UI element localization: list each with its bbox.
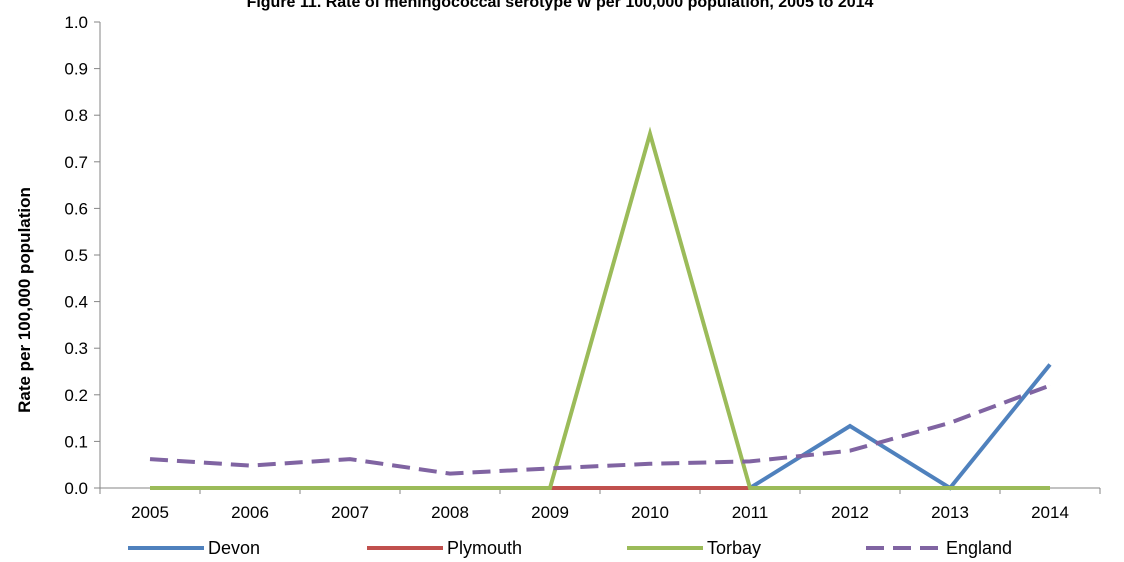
legend-label-england: England <box>946 538 1012 558</box>
axes <box>99 22 1100 489</box>
chart-title: Figure 11. Rate of meningococcal serotyp… <box>247 0 874 11</box>
x-tick-label: 2011 <box>732 503 769 522</box>
x-tick-label: 2013 <box>931 503 969 522</box>
x-tick-label: 2009 <box>531 503 569 522</box>
series-layer <box>149 126 1052 491</box>
legend-label-torbay: Torbay <box>707 538 761 558</box>
x-tick-label: 2005 <box>131 503 169 522</box>
y-axis-label: Rate per 100,000 population <box>15 187 34 413</box>
x-tick-label: 2012 <box>831 503 869 522</box>
y-tick-label: 0.9 <box>64 60 88 79</box>
legend-label-plymouth: Plymouth <box>447 538 522 558</box>
y-tick-label: 0.7 <box>64 153 88 172</box>
x-axis-ticks: 2005 2006 2007 2008 2009 2010 2011 2012 2013 2014 <box>99 488 1101 522</box>
x-tick-label: 2008 <box>431 503 469 522</box>
y-tick-label: 0.1 <box>64 432 88 451</box>
series-line-torbay <box>150 126 1050 490</box>
y-axis-ticks: 0.0 0.1 0.2 0.3 0.4 0.5 0.6 0.7 0.8 0.9 1.0 <box>64 13 100 498</box>
x-tick-label: 2010 <box>631 503 669 522</box>
legend: Devon Plymouth Torbay England <box>128 538 1012 558</box>
y-tick-label: 1.0 <box>64 13 88 32</box>
y-tick-label: 0.4 <box>64 293 88 312</box>
y-tick-label: 0.2 <box>64 386 88 405</box>
series-line-devon <box>150 363 1052 491</box>
y-tick-label: 0.6 <box>64 199 88 218</box>
y-tick-label: 0.3 <box>64 339 88 358</box>
x-tick-label: 2014 <box>1031 503 1069 522</box>
x-tick-label: 2006 <box>231 503 269 522</box>
x-tick-label: 2007 <box>331 503 369 522</box>
series-line-england <box>149 383 1051 476</box>
y-tick-label: 0.0 <box>64 479 88 498</box>
y-tick-label: 0.8 <box>64 106 88 125</box>
y-tick-label: 0.5 <box>64 246 88 265</box>
legend-label-devon: Devon <box>208 538 260 558</box>
